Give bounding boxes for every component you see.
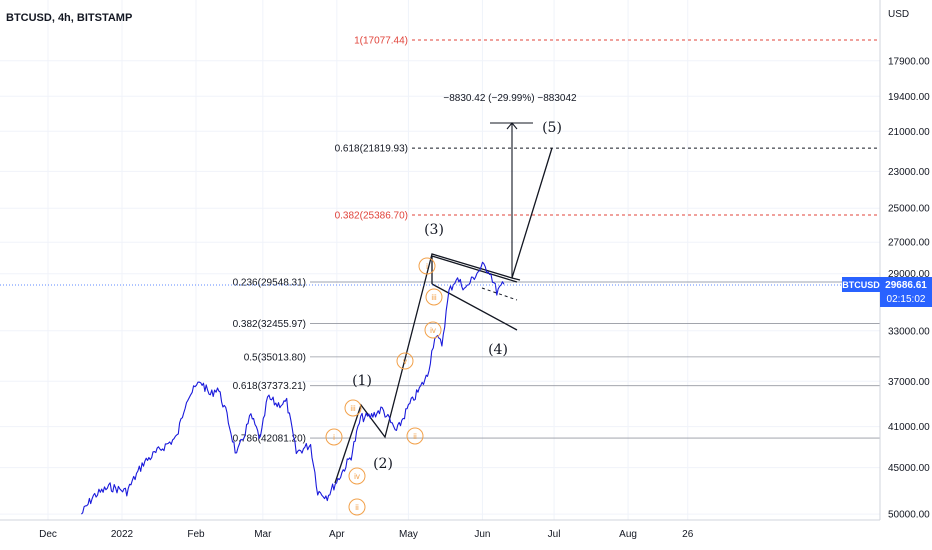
x-tick-label: Jul [548,529,561,540]
y-tick-label: 19400.00 [888,92,930,103]
x-tick-label: May [399,529,418,540]
wave-label: (2) [373,456,393,472]
wedge-right-line [511,277,521,281]
y-tick-label: 27000.00 [888,238,930,249]
wedge-bottom-line [431,283,518,331]
sub-wave-label: iv [354,472,360,481]
fib-level-label: 0.786(42081.20) [233,434,306,445]
symbol-badge-text: BTCUSD [842,280,880,290]
wave-label: (1) [352,373,372,389]
price-series [80,261,505,515]
sub-wave-marker: i [325,428,343,446]
sub-wave-circle [348,498,366,516]
last-price-value: 29686.61 [885,280,927,291]
y-tick-label: 21000.00 [888,127,930,138]
sub-wave-marker: iv [424,321,442,339]
sub-wave-marker: iii [425,288,443,306]
sub-wave-circle [406,427,424,445]
impulse-line [334,147,553,484]
wedge-mid-dash [481,287,518,301]
sub-wave-circle [424,321,442,339]
sub-wave-marker: i [418,257,436,275]
x-tick-label: Feb [187,529,205,540]
measure-label: −8830.42 (−29.99%) −883042 [443,93,577,104]
x-tick-label: Jun [474,529,490,540]
sub-wave-label: i [426,262,428,271]
y-tick-label: 45000.00 [888,463,930,474]
price-line [80,261,505,515]
price-axis[interactable]: 50000.00 45000.00 41000.00 37000.00 33000.00… [888,56,930,520]
fib-level-label: 0.5(35013.80) [244,352,306,363]
grid-lines [0,0,880,520]
sub-wave-marker: ii [348,498,366,516]
fib-level-label: 0.382(32455.97) [233,319,306,330]
sub-wave-marker: ii [406,427,424,445]
y-tick-label: 33000.00 [888,326,930,337]
sub-wave-marker: iv [348,467,366,485]
sub-wave-marker: iii [344,399,362,417]
fib-level-label: 0.382(25386.70) [335,210,408,221]
wave-label: (5) [542,120,562,136]
sub-wave-circle [396,352,414,370]
x-tick-label: Apr [329,529,345,540]
currency-label: USD [888,9,909,20]
sub-wave-label: ii [413,432,417,441]
last-price-badge [880,277,932,307]
sub-wave-marker: v [396,352,414,370]
x-tick-label: Mar [254,529,272,540]
sub-wave-label: iii [431,293,437,302]
sub-wave-circle [418,257,436,275]
wave-label: (4) [488,342,508,358]
sub-wave-circle [348,467,366,485]
x-tick-label: 26 [682,529,694,540]
y-tick-label: 37000.00 [888,377,930,388]
sub-wave-circle [425,288,443,306]
wedge-top-line [431,255,518,283]
x-tick-label: Aug [619,529,637,540]
fib-level-label: 0.236(29548.31) [233,278,306,289]
sub-wave-label: i [333,433,335,442]
wave-pattern-drawing [334,122,553,484]
x-tick-label: 2022 [111,529,134,540]
y-tick-label: 50000.00 [888,510,930,521]
measure-arrow-head [506,122,518,130]
y-tick-label: 41000.00 [888,422,930,433]
fib-level-label: 1(17077.44) [354,36,408,47]
sub-wave-label: ii [355,503,359,512]
symbol-badge [842,277,880,292]
x-tick-label: Dec [39,529,57,540]
bar-countdown: 02:15:02 [887,294,926,305]
time-axis[interactable]: Dec 2022 Feb Mar Apr May Jun Jul Aug 26 [39,529,694,540]
sub-wave-label: iv [430,326,436,335]
plot-area[interactable] [0,0,880,520]
y-tick-label: 29000.00 [888,269,930,280]
y-tick-label: 17900.00 [888,56,930,67]
sub-wave-label: v [403,357,407,366]
sub-wave-circle [325,428,343,446]
wave-label: (3) [424,222,444,238]
chart-title: BTCUSD, 4h, BITSTAMP [6,12,132,24]
y-tick-label: 23000.00 [888,167,930,178]
price-badge: BTCUSD 29686.61 02:15:02 [842,277,932,307]
fib-level-label: 0.618(21819.93) [335,144,408,155]
sub-wave-circle [344,399,362,417]
y-tick-label: 25000.00 [888,204,930,215]
sub-wave-label: iii [350,404,356,413]
fib-level-label: 0.618(37373.21) [233,381,306,392]
